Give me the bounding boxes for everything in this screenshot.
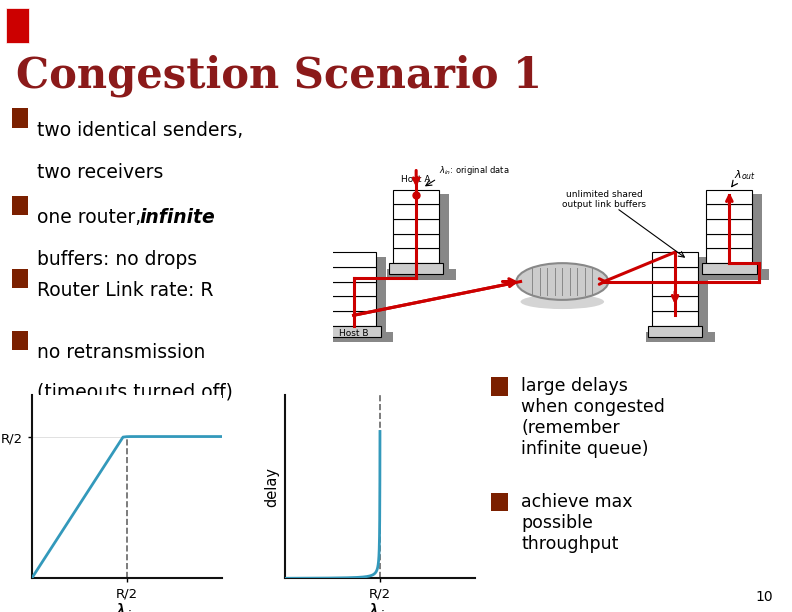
Bar (393, 219, 439, 234)
Text: Host B: Host B (339, 329, 368, 338)
Bar (387, 269, 456, 280)
Text: buffers: no drops: buffers: no drops (37, 250, 197, 269)
Ellipse shape (516, 263, 608, 300)
Text: $\lambda_{out}$: $\lambda_{out}$ (733, 168, 756, 182)
Bar (326, 326, 381, 337)
Text: two identical senders,: two identical senders, (37, 121, 243, 140)
Bar (491, 377, 508, 395)
Text: large delays
when congested
(remember
infinite queue): large delays when congested (remember in… (521, 377, 665, 458)
X-axis label: $\lambda_{in}$: $\lambda_{in}$ (114, 602, 139, 612)
Bar (393, 190, 439, 204)
Bar (6, 7, 29, 43)
Bar (714, 194, 762, 271)
Bar (12, 108, 28, 128)
Bar (648, 326, 703, 337)
Bar (393, 204, 439, 219)
Bar (491, 493, 508, 511)
Bar (645, 332, 714, 342)
Text: Engineering: Engineering (550, 20, 653, 35)
Text: (timeouts turned off): (timeouts turned off) (37, 382, 233, 401)
Text: Washington University in St. Louis: Washington University in St. Louis (37, 18, 244, 32)
Text: Congestion Scenario 1: Congestion Scenario 1 (16, 54, 542, 97)
Bar (706, 204, 752, 219)
Text: Host A: Host A (402, 175, 431, 184)
Bar (330, 311, 376, 326)
Bar (660, 256, 707, 334)
Bar (393, 248, 439, 263)
Bar (706, 248, 752, 263)
Text: one router,: one router, (37, 208, 147, 227)
Bar (389, 263, 444, 274)
Ellipse shape (520, 294, 604, 309)
Text: two receivers: two receivers (37, 163, 163, 182)
Bar (703, 263, 756, 274)
Bar (652, 267, 698, 282)
Bar (12, 269, 28, 288)
Text: Router Link rate: R: Router Link rate: R (37, 282, 214, 300)
Bar (12, 330, 28, 350)
Text: unlimited shared
output link buffers: unlimited shared output link buffers (562, 190, 646, 209)
X-axis label: $\lambda_{in}$: $\lambda_{in}$ (367, 602, 393, 612)
Bar (401, 194, 449, 271)
Text: achieve max
possible
throughput: achieve max possible throughput (521, 493, 633, 553)
Bar (330, 252, 376, 267)
Bar (706, 219, 752, 234)
Bar (652, 282, 698, 296)
Bar (12, 196, 28, 215)
Text: infinite: infinite (139, 208, 215, 227)
Bar (393, 234, 439, 248)
Text: W: W (10, 20, 21, 30)
Text: no retransmission: no retransmission (37, 343, 205, 362)
Text: $\lambda_{in}$: original data: $\lambda_{in}$: original data (439, 164, 509, 177)
Bar (330, 267, 376, 282)
Bar (338, 256, 386, 334)
Bar (330, 296, 376, 311)
Bar (652, 311, 698, 326)
Bar (706, 190, 752, 204)
Y-axis label: delay: delay (265, 466, 280, 507)
Bar (700, 269, 769, 280)
Bar (330, 282, 376, 296)
Bar (652, 296, 698, 311)
Text: 10: 10 (756, 590, 773, 603)
Bar (324, 332, 393, 342)
Bar (652, 252, 698, 267)
Bar (706, 234, 752, 248)
